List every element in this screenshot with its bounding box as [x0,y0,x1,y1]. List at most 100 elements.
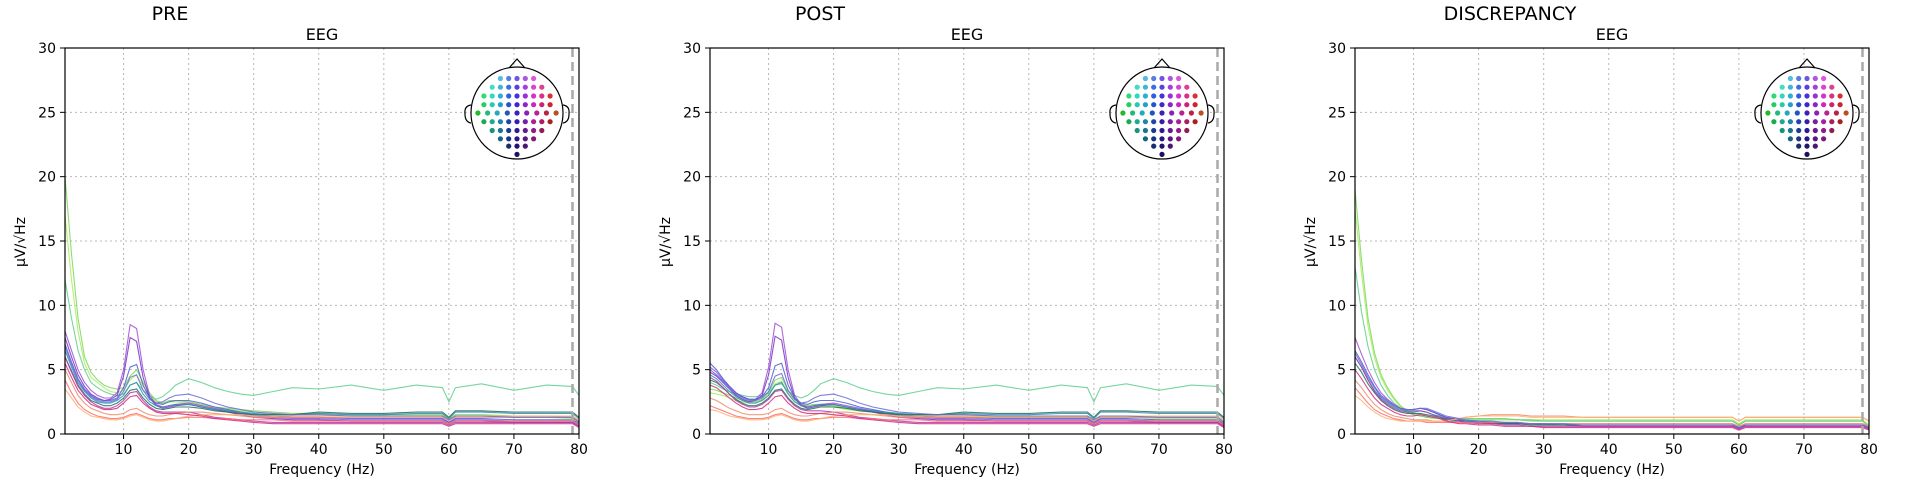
sensor-dot [1151,143,1157,149]
series-line-9 [710,397,1224,422]
sensor-dot [522,127,528,134]
sensor-dot [1159,102,1165,108]
sensor-dot [1142,93,1148,99]
sensor-dot [514,151,520,157]
sensor-dot [475,110,481,116]
y-axis-label: µV/√Hz [13,217,29,267]
sensor-dot [531,136,537,142]
sensor-dot [1787,102,1793,108]
sensor-dot [1176,93,1182,99]
series-line-7 [1355,356,1869,430]
series-line-2 [1355,266,1869,427]
sensor-dot [1796,136,1802,142]
y-axis-label: µV/√Hz [658,217,674,267]
sensor-dot [497,127,503,134]
series-line-12 [710,384,1224,429]
head-ear-left [1754,104,1762,124]
head-ear-left [464,104,472,124]
sensor-dot [506,102,512,108]
sensor-dot [497,119,503,125]
y-tick-label: 15 [38,234,56,250]
sensor-dot [531,127,537,134]
sensor-dot [522,143,528,149]
y-tick-label: 25 [1328,105,1346,121]
series-line-5 [710,362,1224,425]
sensor-dot [1779,127,1785,134]
x-tick-label: 20 [1470,442,1488,458]
sensor-dot [522,102,528,108]
series-line-12 [65,362,579,429]
head-ear-right [1207,104,1215,124]
sensor-dot [514,110,520,116]
sensor-dot [1167,102,1173,108]
y-tick-label: 25 [683,105,701,121]
sensor-dot [1796,75,1802,82]
series-line-10 [1355,394,1869,422]
sensor-dot [531,93,537,99]
y-tick-label: 10 [1328,298,1346,314]
sensor-topomap [1109,58,1215,160]
sensor-dot [1779,102,1785,108]
series-line-7 [65,356,579,419]
series-line-7 [710,379,1224,419]
sensor-dot [522,136,528,142]
series-line-2 [65,279,579,404]
series-line-9 [65,369,579,422]
sensor-dot [553,110,559,116]
x-tick-label: 70 [1150,442,1168,458]
panel-pre: PRE EEG Frequency (Hz) µV/√Hz 10 20 30 40 50… [13,3,588,478]
x-tick-label: 50 [375,442,393,458]
sensor-dot [1812,84,1818,90]
sensor-dot [1151,84,1157,90]
sensor-dot [1167,119,1173,125]
y-tick-label: 10 [38,298,56,314]
sensor-dot [1821,119,1827,125]
sensor-dot [506,75,512,82]
series-line-5 [65,343,579,425]
sensor-dot [1787,119,1793,125]
sensor-dot [531,84,537,90]
y-tick-label: 30 [683,41,701,57]
x-tick-label: 60 [1730,442,1748,458]
series-line-6 [710,374,1224,420]
x-tick-label: 50 [1665,442,1683,458]
sensor-dot [1779,84,1785,90]
x-tick-label: 30 [245,442,263,458]
sensor-dot [1812,143,1818,149]
sensor-dot [1176,136,1182,142]
x-tick-label: 70 [505,442,523,458]
y-tick-label: 5 [47,363,56,379]
sensor-dot [1771,102,1777,108]
sensor-dot [539,102,545,108]
x-tick-label: 60 [440,442,458,458]
sensor-dot [1159,136,1165,142]
sensor-dot [1126,102,1132,108]
panel-subtitle: EEG [951,25,984,44]
sensor-dot [1804,93,1810,99]
series-line-8 [1355,379,1869,422]
sensor-dot [1787,84,1793,90]
sensor-dot [1829,84,1835,90]
sensor-dot [1779,93,1785,99]
y-axis-label: µV/√Hz [1303,217,1319,267]
panel-subtitle: EEG [1596,25,1629,44]
sensor-dot [514,93,520,99]
sensor-dot [1188,110,1194,116]
sensor-dot [1142,84,1148,90]
sensor-dot [1184,119,1190,125]
series-line-13 [710,369,1224,423]
sensor-dot [1142,102,1148,108]
sensor-dot [1142,75,1148,82]
sensor-dot [1804,84,1810,90]
y-tick-label: 20 [38,170,56,186]
sensor-dot [547,93,553,99]
x-axis-label: Frequency (Hz) [269,462,375,478]
sensor-dot [543,110,549,116]
y-tick-label: 20 [683,170,701,186]
sensor-dot [1151,93,1157,99]
series-group [65,176,579,429]
sensor-dot [514,136,520,142]
sensor-dot [514,119,520,125]
sensor-dot [1167,93,1173,99]
y-tick-label: 20 [1328,170,1346,186]
